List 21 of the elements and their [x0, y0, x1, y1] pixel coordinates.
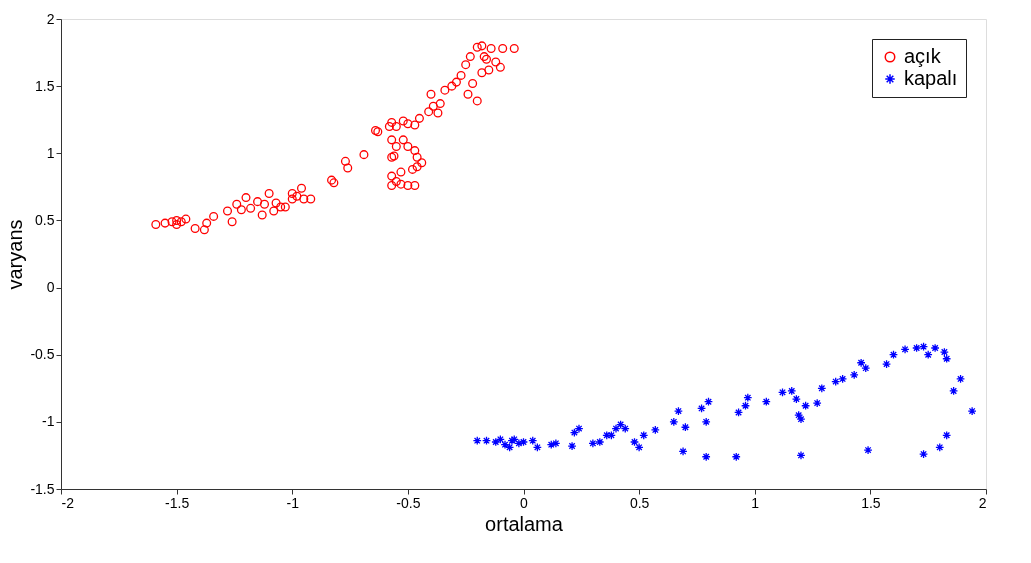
y-tick-label: -1: [42, 413, 55, 430]
y-tick-label: 0.5: [35, 211, 55, 228]
y-axis-title: varyans: [4, 219, 27, 290]
x-tick-label: 0: [520, 494, 529, 511]
x-tick-label: -0.5: [396, 494, 421, 511]
y-tick-label: 1.5: [35, 77, 55, 94]
x-tick-label: -1.5: [165, 494, 190, 511]
x-tick-label: -1: [286, 494, 300, 511]
x-tick-label: 2: [978, 494, 987, 511]
y-tick-label: 1: [46, 144, 55, 161]
legend-label: kapalı: [904, 67, 958, 89]
y-tick-label: -1.5: [30, 480, 55, 497]
x-axis-title: ortalama: [485, 512, 564, 535]
legend-label: açık: [904, 45, 942, 67]
x-tick-label: -2: [61, 494, 75, 511]
x-tick-label: 0.5: [629, 494, 650, 511]
y-tick-label: 2: [46, 10, 55, 27]
y-tick-label: 0: [46, 279, 55, 296]
x-tick-label: 1: [751, 494, 760, 511]
y-tick-label: -0.5: [30, 346, 55, 363]
x-tick-label: 1.5: [861, 494, 881, 511]
